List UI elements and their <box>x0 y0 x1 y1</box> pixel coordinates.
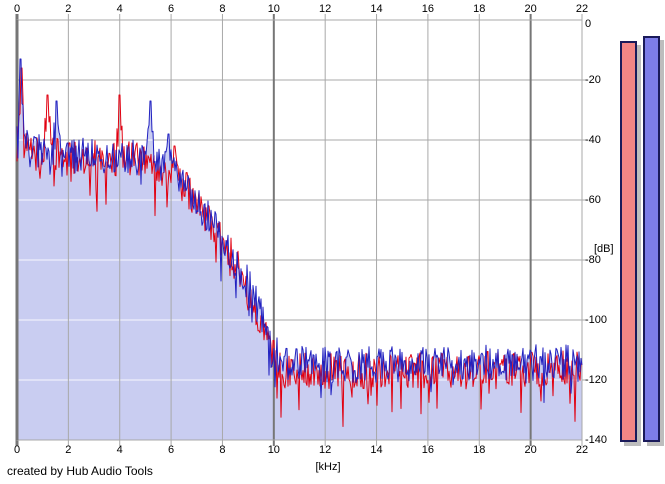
x-axis-unit-label: [kHz] <box>315 461 341 473</box>
x-axis-tick-label-top: 2 <box>65 3 72 15</box>
credit-text: created by Hub Audio Tools <box>7 464 153 478</box>
x-axis-tick-label-bottom: 18 <box>473 444 486 456</box>
x-axis-tick-label-top: 16 <box>421 3 435 15</box>
x-axis-tick-label-bottom: 16 <box>421 444 435 456</box>
x-axis-tick-label-bottom: 14 <box>370 444 383 456</box>
meter-left-channel <box>620 41 637 442</box>
x-axis-tick-label-bottom: 4 <box>116 444 123 456</box>
y-axis-tick-label: -60 <box>585 194 601 206</box>
trace-left-channel <box>16 67 583 427</box>
spectrum-fill-area <box>17 59 582 440</box>
x-axis-tick-label-top: 12 <box>319 3 332 15</box>
x-axis-tick-label-bottom: 20 <box>524 444 537 456</box>
x-axis-tick-label-top: 10 <box>267 3 280 15</box>
x-axis-tick-label-bottom: 2 <box>65 444 72 456</box>
x-axis-tick-label-top: 4 <box>116 3 123 15</box>
x-axis-tick-label-top: 6 <box>168 3 175 15</box>
y-axis-unit-label: [dB] <box>594 243 614 255</box>
x-axis-tick-label-top: 20 <box>524 3 537 15</box>
y-axis-tick-label: -40 <box>585 134 601 146</box>
x-axis-tick-label-bottom: 6 <box>168 444 175 456</box>
y-axis-tick-label: 0 <box>585 18 592 30</box>
x-axis-tick-label-top: 0 <box>13 3 21 15</box>
y-axis-tick-label: -80 <box>585 254 601 266</box>
meter-right-channel <box>643 35 660 442</box>
y-axis-tick-label: -100 <box>585 314 608 326</box>
trace-right-channel <box>16 58 583 403</box>
x-axis-tick-label-bottom: 12 <box>319 444 332 456</box>
x-axis-tick-label-top: 22 <box>575 3 589 15</box>
x-axis-tick-label-bottom: 22 <box>575 444 589 456</box>
y-axis-tick-label: -140 <box>585 434 608 446</box>
x-axis-tick-label-bottom: 10 <box>267 444 280 456</box>
x-axis-tick-label-bottom: 8 <box>219 444 226 456</box>
x-axis-tick-label-top: 14 <box>370 3 383 15</box>
y-axis-tick-label: -20 <box>585 74 601 86</box>
x-axis-tick-label-top: 8 <box>219 3 226 15</box>
x-axis-tick-label-bottom: 0 <box>13 444 21 456</box>
y-axis-tick-label: -120 <box>585 374 608 386</box>
x-axis-tick-label-top: 18 <box>473 3 486 15</box>
